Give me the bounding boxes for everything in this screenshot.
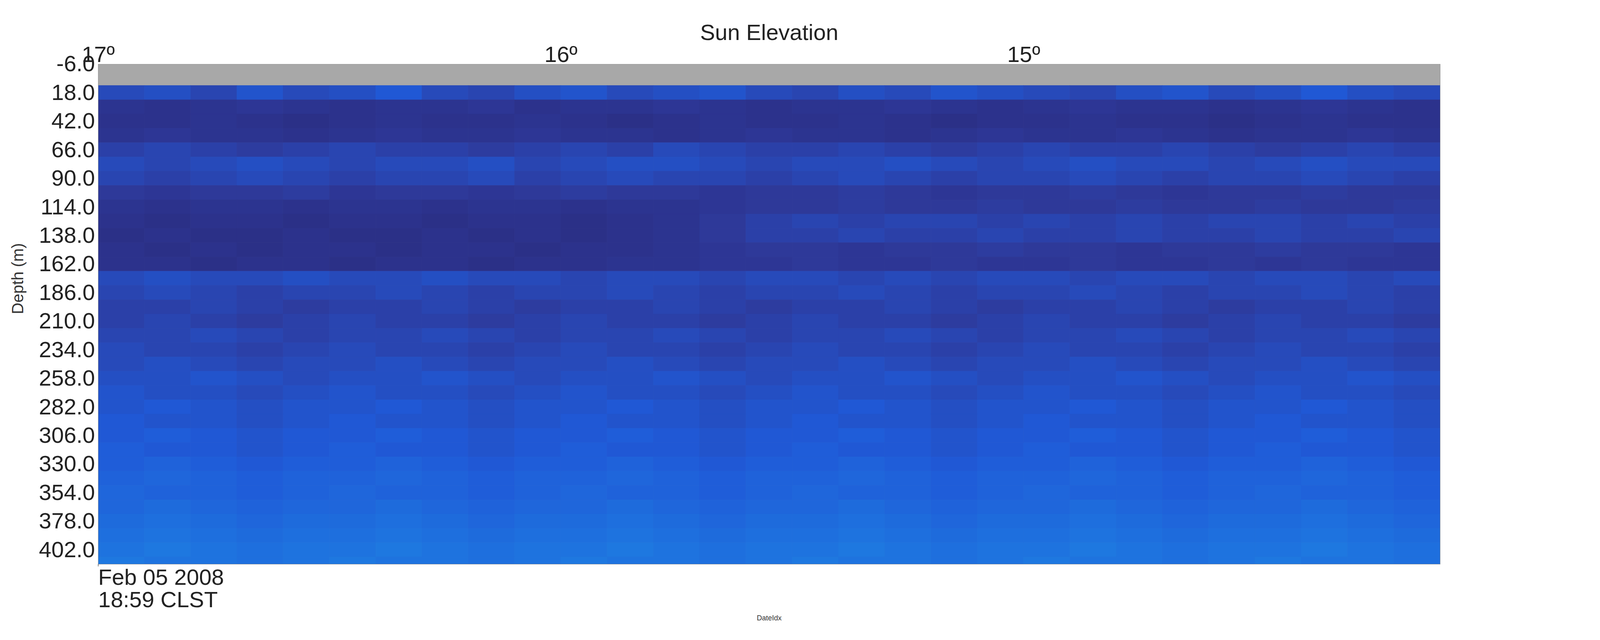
svg-text:42.0: 42.0 — [51, 108, 96, 134]
svg-text:16º: 16º — [544, 41, 578, 67]
svg-text:18.0: 18.0 — [51, 79, 96, 105]
svg-text:306.0: 306.0 — [38, 422, 95, 448]
svg-text:186.0: 186.0 — [38, 279, 95, 305]
svg-text:402.0: 402.0 — [38, 536, 95, 562]
svg-text:330.0: 330.0 — [38, 450, 95, 476]
svg-text:162.0: 162.0 — [38, 250, 95, 276]
svg-text:Sun Elevation: Sun Elevation — [700, 19, 839, 45]
svg-text:114.0: 114.0 — [40, 194, 96, 220]
svg-text:234.0: 234.0 — [38, 336, 95, 362]
svg-text:66.0: 66.0 — [51, 136, 96, 162]
svg-text:258.0: 258.0 — [38, 365, 95, 391]
svg-text:DateIdx: DateIdx — [756, 614, 782, 622]
svg-text:138.0: 138.0 — [38, 222, 95, 248]
svg-text:378.0: 378.0 — [38, 508, 95, 534]
svg-text:-6.0: -6.0 — [56, 50, 96, 76]
svg-text:354.0: 354.0 — [38, 479, 95, 505]
svg-text:Depth (m): Depth (m) — [8, 243, 27, 315]
svg-text:210.0: 210.0 — [38, 308, 95, 334]
svg-text:90.0: 90.0 — [51, 165, 96, 191]
svg-text:282.0: 282.0 — [38, 394, 95, 420]
svg-text:15º: 15º — [1007, 41, 1041, 67]
svg-text:17º: 17º — [81, 41, 115, 67]
svg-text:Feb 05 200818:59 CLST: Feb 05 200818:59 CLST — [98, 564, 224, 612]
